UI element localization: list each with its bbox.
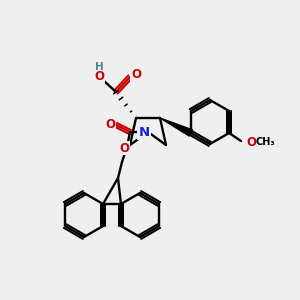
- Text: O: O: [94, 70, 104, 83]
- Text: O: O: [246, 136, 256, 148]
- Text: N: N: [138, 125, 150, 139]
- Text: CH₃: CH₃: [255, 137, 275, 147]
- Text: O: O: [119, 142, 129, 154]
- Polygon shape: [160, 118, 193, 136]
- Text: O: O: [131, 68, 141, 82]
- Text: O: O: [105, 118, 115, 131]
- Text: H: H: [94, 62, 103, 72]
